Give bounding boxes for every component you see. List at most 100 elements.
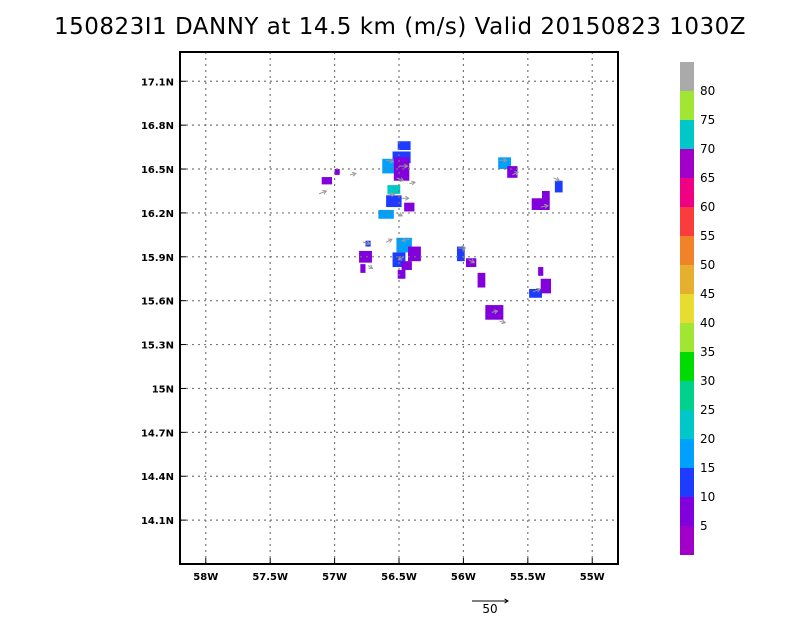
wind-cell bbox=[359, 250, 372, 263]
wind-cell bbox=[360, 264, 366, 273]
vector-head bbox=[493, 309, 499, 315]
wind-vector bbox=[532, 287, 542, 293]
wind-cell bbox=[477, 272, 486, 288]
x-tick-label: 57.5W bbox=[252, 572, 288, 583]
x-tick-label: 58W bbox=[193, 572, 218, 583]
vector-head bbox=[504, 598, 509, 604]
y-tick-label: 15.3N bbox=[141, 341, 174, 352]
map-frame bbox=[179, 51, 619, 565]
x-tick-label: 55W bbox=[580, 572, 605, 583]
colorbar-swatch bbox=[680, 352, 694, 381]
vector-shaft bbox=[402, 238, 410, 242]
vector-head bbox=[387, 238, 393, 243]
vector-head bbox=[398, 212, 404, 217]
wind-cell bbox=[397, 269, 406, 279]
vector-shaft bbox=[468, 259, 475, 264]
wind-cell bbox=[531, 198, 550, 210]
longitude-ticks: 58W 57.5W 57W 56.5W 56W 55.5W 55W bbox=[193, 558, 605, 583]
vector-shaft bbox=[553, 177, 560, 182]
wind-vector bbox=[401, 195, 410, 201]
vector-head bbox=[322, 189, 328, 195]
vector-shaft bbox=[318, 190, 327, 195]
colorbar-label: 50 bbox=[700, 258, 715, 272]
colorbar-label: 30 bbox=[700, 374, 715, 388]
vector-head bbox=[390, 191, 396, 197]
vector-head bbox=[368, 264, 374, 269]
vector-head bbox=[555, 177, 561, 182]
y-tick-label: 16.8N bbox=[141, 121, 174, 132]
y-tick-label: 14.4N bbox=[141, 472, 174, 483]
wind-speed-cells bbox=[321, 141, 563, 320]
wind-vector bbox=[349, 171, 357, 177]
colorbar-swatch bbox=[680, 178, 694, 207]
wind-cell bbox=[498, 157, 512, 170]
wind-vector bbox=[409, 180, 417, 186]
vector-shaft bbox=[398, 256, 405, 261]
wind-cell bbox=[507, 166, 518, 178]
x-tick-label: 55.5W bbox=[510, 572, 546, 583]
colorbar-label: 65 bbox=[700, 171, 715, 185]
vector-head bbox=[502, 157, 508, 163]
colorbar-label: 10 bbox=[700, 490, 715, 504]
wind-vector bbox=[458, 245, 467, 251]
colorbar-swatch bbox=[680, 149, 694, 178]
wind-cell bbox=[408, 246, 421, 262]
wind-vector bbox=[399, 163, 409, 169]
vector-head bbox=[461, 245, 467, 251]
wind-cell bbox=[541, 190, 550, 200]
vector-shaft bbox=[512, 171, 519, 176]
vector-shaft bbox=[499, 320, 506, 324]
colorbar-label: 15 bbox=[700, 461, 715, 475]
vector-head bbox=[366, 240, 372, 246]
colorbar-label: 45 bbox=[700, 287, 715, 301]
vector-shaft bbox=[385, 238, 393, 243]
wind-vector bbox=[512, 171, 519, 176]
wind-cell bbox=[397, 141, 411, 151]
y-tick-label: 17.1N bbox=[141, 77, 174, 88]
vector-head bbox=[514, 171, 519, 176]
vector-shaft bbox=[362, 241, 371, 245]
reference-vector-arrow bbox=[472, 598, 509, 604]
vector-head bbox=[543, 203, 549, 209]
vector-head bbox=[401, 237, 407, 243]
y-tick-label: 15N bbox=[152, 384, 174, 395]
vector-shaft bbox=[409, 181, 416, 185]
reference-vector: 50 bbox=[472, 598, 509, 616]
colorbar-swatch bbox=[680, 120, 694, 149]
vector-shaft bbox=[349, 172, 356, 176]
wind-vector bbox=[396, 212, 404, 217]
vector-shaft bbox=[396, 212, 403, 217]
wind-vector bbox=[540, 203, 549, 209]
y-tick-label: 14.7N bbox=[141, 428, 174, 439]
wind-cell bbox=[456, 246, 465, 262]
vector-head bbox=[351, 171, 357, 177]
wind-cell bbox=[485, 305, 504, 320]
wind-cell bbox=[393, 157, 410, 181]
wind-vector bbox=[385, 238, 393, 243]
wind-vector bbox=[401, 237, 410, 243]
y-tick-label: 15.9N bbox=[141, 253, 174, 264]
colorbar-swatch bbox=[680, 497, 694, 526]
colorbar-label: 60 bbox=[700, 200, 715, 214]
wind-vector bbox=[468, 258, 476, 264]
colorbar-swatch bbox=[680, 439, 694, 468]
map-title: 150823I1 DANNY at 14.5 km (m/s) Valid 20… bbox=[53, 14, 747, 40]
colorbar-swatch bbox=[680, 294, 694, 323]
colorbar-label: 55 bbox=[700, 229, 715, 243]
wind-cell bbox=[401, 261, 412, 270]
colorbar-label: 40 bbox=[700, 316, 715, 330]
wind-cell bbox=[387, 185, 401, 194]
y-tick-label: 15.6N bbox=[141, 297, 174, 308]
vector-shaft bbox=[532, 288, 541, 293]
colorbar-swatch bbox=[680, 62, 694, 91]
wind-vector bbox=[553, 177, 561, 182]
colorbar-swatch bbox=[680, 91, 694, 120]
reference-vector-label: 50 bbox=[482, 602, 497, 616]
x-tick-label: 56.5W bbox=[381, 572, 417, 583]
vector-head bbox=[403, 163, 409, 169]
colorbar-label: 35 bbox=[700, 345, 715, 359]
vector-shaft bbox=[386, 159, 394, 163]
y-tick-label: 16.5N bbox=[141, 165, 174, 176]
colorbar-swatch bbox=[680, 323, 694, 352]
